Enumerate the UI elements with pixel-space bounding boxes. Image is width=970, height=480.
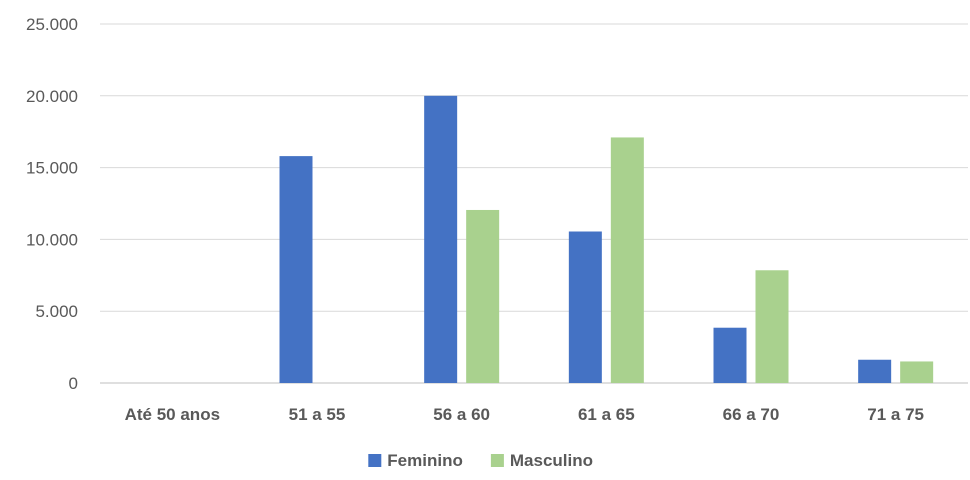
y-axis-ticks: 0 5.000 10.000 15.000 20.000 25.000	[26, 15, 78, 393]
y-tick-label: 25.000	[26, 15, 78, 34]
y-tick-label: 10.000	[26, 230, 78, 249]
x-tick-label: 71 a 75	[867, 405, 924, 424]
x-axis-ticks: Até 50 anos 51 a 55 56 a 60 61 a 65 66 a 70 7…	[125, 405, 924, 424]
legend-swatch-masculino	[490, 454, 504, 467]
bars	[279, 95, 934, 384]
bar-masculino	[466, 209, 500, 383]
legend-label-feminino: Feminino	[387, 451, 463, 470]
bar-feminino	[858, 359, 892, 383]
bar-masculino	[755, 270, 789, 383]
bar-feminino	[424, 95, 458, 384]
y-tick-label: 20.000	[26, 87, 78, 106]
legend-swatch-feminino	[368, 454, 382, 467]
legend: Feminino Masculino	[368, 451, 593, 470]
bar-feminino	[568, 231, 602, 383]
bar-feminino	[713, 327, 747, 383]
bar-masculino	[610, 137, 644, 383]
x-tick-label: 51 a 55	[289, 405, 346, 424]
x-tick-label: 56 a 60	[433, 405, 490, 424]
bar-masculino	[900, 361, 934, 383]
legend-label-masculino: Masculino	[510, 451, 593, 470]
x-tick-label: Até 50 anos	[125, 405, 220, 424]
y-tick-label: 5.000	[35, 302, 78, 321]
gridlines	[100, 23, 968, 384]
y-tick-label: 15.000	[26, 159, 78, 178]
y-tick-label: 0	[69, 374, 78, 393]
x-tick-label: 66 a 70	[723, 405, 780, 424]
x-tick-label: 61 a 65	[578, 405, 635, 424]
bar-feminino	[279, 156, 313, 383]
